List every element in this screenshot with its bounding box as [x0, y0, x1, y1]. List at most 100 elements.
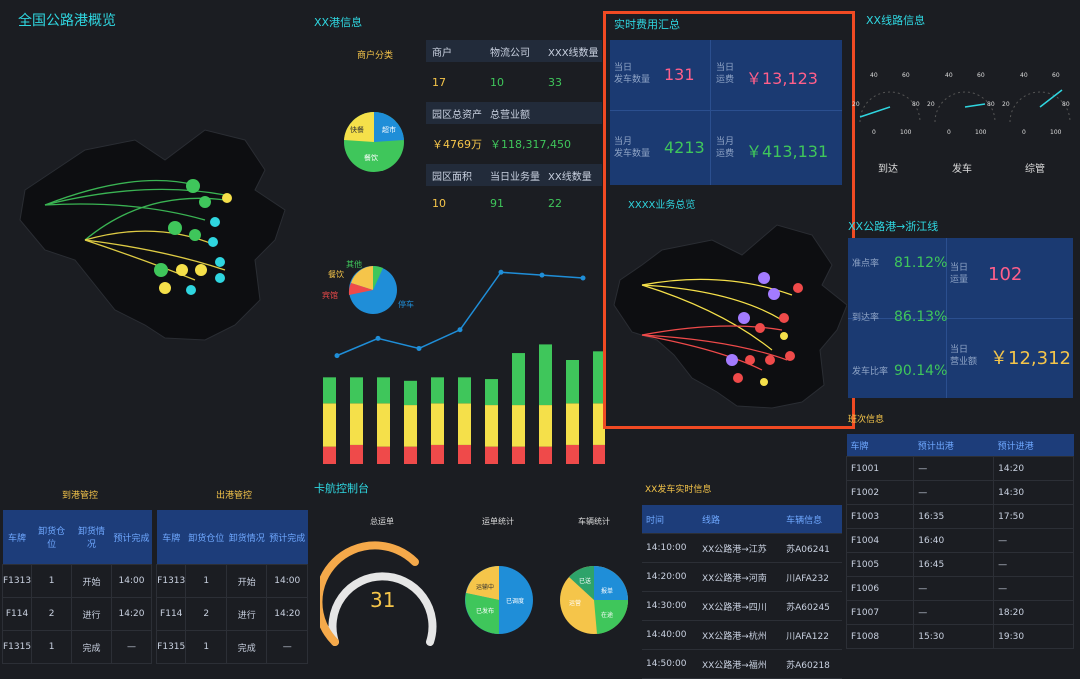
departure-row[interactable]: F1313 1 开始 14:00	[155, 564, 308, 598]
val-total-assets: ￥4769万	[432, 138, 482, 151]
schedule-cell: 18:20	[993, 600, 1074, 625]
schedule-row[interactable]: F1004 16:40—	[845, 528, 1074, 553]
vehicle-stats-label: 车辆统计	[578, 517, 610, 526]
arrival-cell: 1	[31, 564, 73, 598]
port-info-table: 商户 物流公司 XXX线数量 17 10 33 园区总资产 总营业额 ￥4769…	[426, 40, 602, 220]
svg-text:80: 80	[912, 101, 920, 108]
arrival-cell: 完成	[71, 630, 112, 664]
vehicle-pie-operating: 运营	[569, 599, 581, 607]
monthly-trips-label: 当月 发车数量	[614, 137, 651, 159]
departure-header: 卸货情况	[228, 533, 265, 544]
dispatch-cell: 苏A60245	[782, 591, 842, 621]
schedule-row[interactable]: F1001—14:20	[845, 456, 1074, 481]
schedule-cell: 16:35	[913, 504, 995, 529]
bar-segment	[512, 446, 525, 464]
schedule-row[interactable]: F1006— —	[845, 576, 1074, 601]
vehicle-stats-pie: 已送 报单 在途 运营	[560, 566, 629, 634]
bar-segment	[539, 344, 552, 406]
dispatch-table: 时间 线路 车辆信息 14:10:00 XX公路港→江苏 苏A06241 14:20:00 X…	[642, 505, 842, 679]
departure-cell: 14:20	[266, 597, 308, 631]
svg-text:0: 0	[872, 129, 876, 136]
bar-segment	[377, 377, 390, 404]
zj-line-title: XX公路港→浙江线	[848, 220, 939, 233]
realtime-title: 实时费用汇总	[614, 18, 680, 31]
total-orders-gauge	[320, 541, 437, 646]
total-orders-label: 总运单	[370, 517, 394, 526]
line-point	[498, 269, 504, 275]
realtime-grid: 当日 发车数量 131 当日 运费 ￥13,123 当月 发车数量 4213 当月 运费…	[610, 40, 842, 185]
svg-text:20: 20	[927, 101, 935, 108]
schedule-table: 车牌 预计出港 预计进港 F1001—14:20 F1002—14:30 F1003 16:…	[845, 434, 1074, 649]
schedule-cell: 16:45	[913, 552, 995, 577]
val-daily-volume: 91	[490, 196, 504, 210]
hdr-xx-lines: XX线数量	[548, 171, 592, 183]
schedule-row[interactable]: F1008 15:30 19:30	[845, 624, 1074, 649]
bar-segment	[350, 444, 363, 464]
departure-cell: 1	[185, 564, 227, 598]
bar-segment	[404, 446, 417, 464]
departure-row[interactable]: F1315 1 完成 —	[155, 630, 308, 664]
dispatch-title: XX发车实时信息	[645, 485, 712, 495]
dispatch-row[interactable]: 14:50:00 XX公路港→福州 苏A60218	[642, 649, 842, 679]
dispatch-cell: 川AFA232	[782, 562, 842, 592]
line-point	[416, 345, 422, 351]
gauge-label-arrival: 到达	[878, 164, 898, 175]
bar-segment	[485, 379, 498, 406]
line-point	[334, 353, 340, 359]
page-title: 全国公路港概览	[18, 13, 116, 29]
departure-cell: F1313	[155, 564, 187, 598]
schedule-cell: F1008	[845, 624, 915, 649]
bar-segment	[404, 380, 417, 406]
line-point	[539, 272, 545, 278]
arrival-title: 到港管控	[61, 491, 98, 501]
schedule-row[interactable]: F1003 16:35 17:50	[845, 504, 1074, 529]
on-time-value: 81.12%	[894, 255, 948, 271]
schedule-row[interactable]: F1007—18:20	[845, 600, 1074, 625]
arrival-rate-label: 到达率	[852, 313, 880, 323]
dispatch-cell: 14:50:00	[642, 649, 698, 679]
hdr-xxx-lines: XXX线数量	[548, 47, 599, 59]
arrival-row[interactable]: F1313 1 开始 14:00	[1, 564, 152, 598]
departure-cell: F1315	[155, 630, 187, 664]
departure-cell: 14:00	[266, 564, 308, 598]
dispatch-cell: 川AFA122	[782, 620, 842, 650]
dispatch-row[interactable]: 14:40:00 XX公路港→杭州 川AFA122	[642, 620, 842, 650]
departure-row[interactable]: F114 2 进行 14:20	[155, 597, 308, 631]
bar-segment	[350, 377, 363, 404]
val-merchant: 17	[432, 75, 446, 89]
gauges: 40 60 40 60 40 60 20 80 20 80 20 80 0 100 0 100 …	[852, 72, 1071, 136]
line-info-title: XX线路信息	[866, 14, 926, 27]
dispatch-cell: XX公路港→杭州	[697, 620, 783, 650]
arrival-header: 卸货仓位	[38, 527, 66, 550]
schedule-cell: 17:50	[993, 504, 1074, 529]
gauge-label-general: 综管	[1025, 164, 1045, 175]
arrival-row[interactable]: F114 2 进行 14:20	[1, 597, 152, 631]
schedule-cell: —	[913, 576, 995, 601]
schedule-row[interactable]: F1005 16:45—	[845, 552, 1074, 577]
dispatch-header: 车辆信息	[782, 505, 842, 534]
dispatch-row[interactable]: 14:10:00 XX公路港→江苏 苏A06241	[642, 533, 842, 563]
bar-segment	[377, 403, 390, 447]
schedule-header: 车牌	[846, 434, 914, 457]
dispatch-row[interactable]: 14:20:00 XX公路港→河南 川AFA232	[642, 562, 842, 592]
dispatch-row[interactable]: 14:30:00 XX公路港→四川 苏A60245	[642, 591, 842, 621]
bar-segment	[566, 360, 579, 404]
vehicle-pie-enroute: 在途	[601, 611, 613, 619]
daily-fee-value: ￥13,123	[746, 69, 818, 88]
departure-ratio-label: 发车比率	[852, 367, 889, 377]
line-point	[375, 335, 381, 341]
departure-cell: 完成	[225, 630, 268, 664]
dispatch-cell: XX公路港→福州	[697, 649, 783, 679]
ship-pie-published: 已发布	[476, 607, 494, 615]
arrival-cell: F1313	[1, 564, 33, 598]
schedule-cell: —	[993, 576, 1074, 601]
arrival-cell: —	[111, 630, 152, 664]
schedule-cell: —	[913, 480, 995, 505]
arrival-row[interactable]: F1315 1 完成 —	[1, 630, 152, 664]
svg-text:20: 20	[852, 101, 860, 108]
schedule-cell: 16:40	[913, 528, 995, 553]
schedule-cell: F1004	[845, 528, 915, 553]
schedule-row[interactable]: F1002—14:30	[845, 480, 1074, 505]
bar-segment	[539, 446, 552, 464]
hdr-area: 园区面积	[432, 171, 472, 183]
